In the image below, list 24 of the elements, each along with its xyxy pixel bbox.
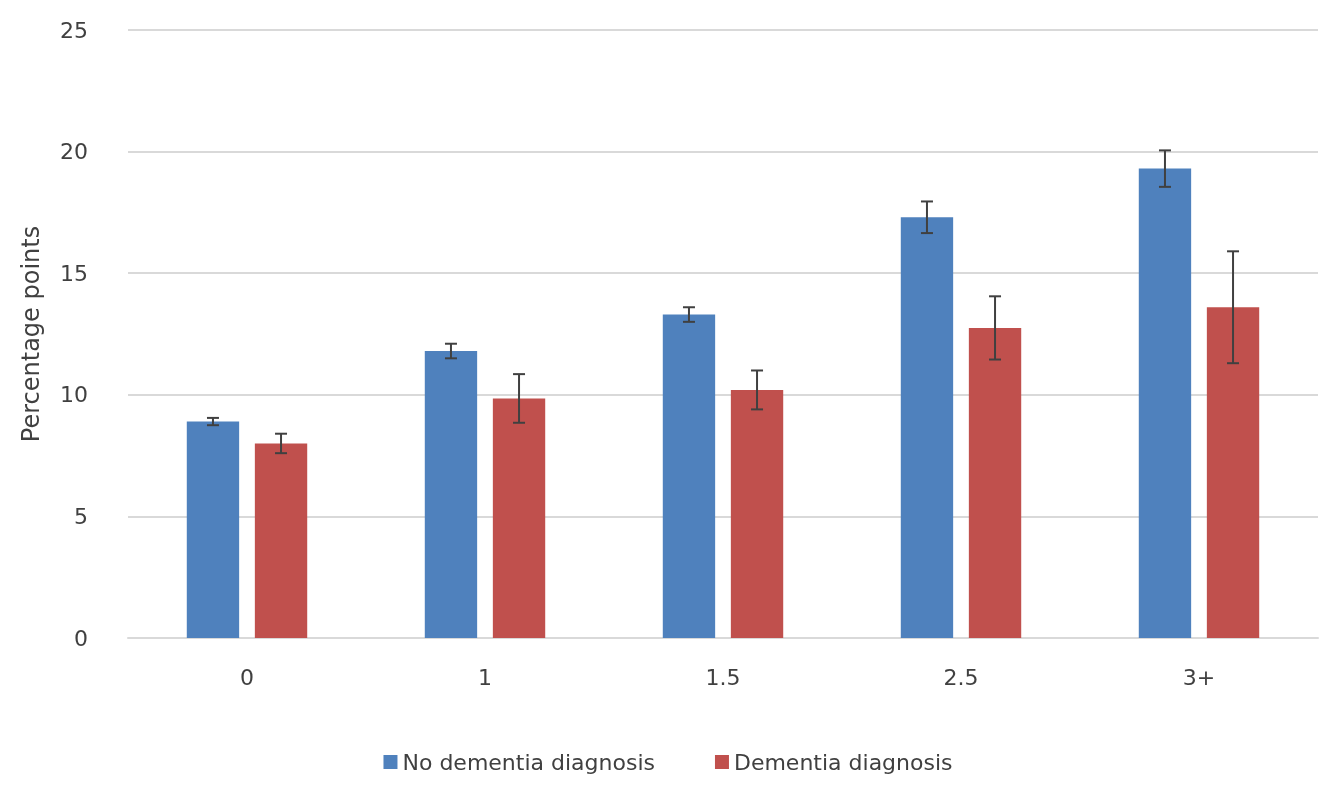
legend-label: No dementia diagnosis: [402, 749, 655, 775]
x-tick-label: 1: [478, 664, 492, 690]
y-tick-label: 25: [60, 17, 88, 43]
bar: [1138, 168, 1192, 638]
bar: [662, 314, 716, 638]
bar: [968, 327, 1022, 638]
y-tick-label: 15: [60, 260, 88, 286]
x-tick-label: 1.5: [705, 664, 741, 690]
bar: [492, 398, 546, 638]
x-tick-label: 0: [240, 664, 254, 690]
y-tick-label: 10: [60, 382, 88, 408]
y-tick-label: 20: [60, 139, 88, 165]
bar: [424, 351, 478, 638]
bar: [730, 389, 784, 638]
y-tick-label: 0: [74, 625, 88, 651]
bar: [1206, 307, 1260, 638]
y-tick-label: 5: [74, 503, 88, 529]
bar: [900, 217, 954, 638]
y-axis-title: Percentage points: [17, 225, 45, 443]
legend-label: Dementia diagnosis: [733, 749, 953, 775]
bar: [254, 443, 308, 638]
bar: [186, 421, 240, 638]
x-tick-label: 2.5: [943, 664, 979, 690]
x-tick-label: 3+: [1182, 664, 1216, 690]
